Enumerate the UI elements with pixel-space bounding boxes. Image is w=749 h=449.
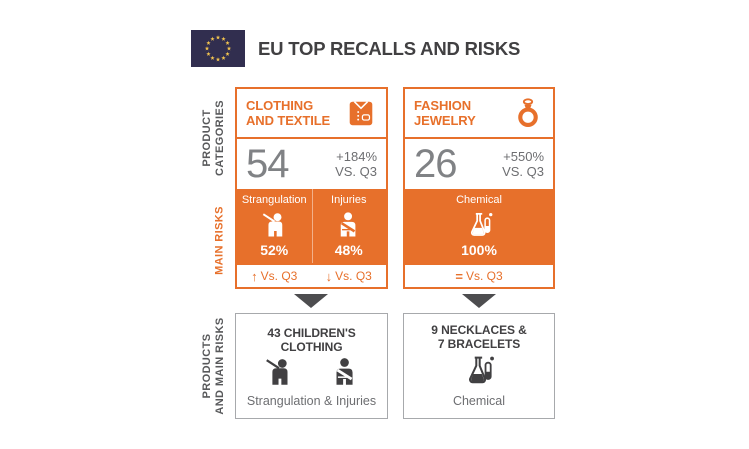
section-label-line: CATEGORIES — [214, 100, 226, 176]
product-card-necklaces-bracelets: 9 NECKLACES & 7 BRACELETS Chemical — [403, 313, 555, 419]
risk-percent: 52% — [260, 242, 289, 258]
trend-equal-icon: = — [455, 268, 463, 284]
category-title-line: FASHION — [414, 98, 472, 113]
recall-change: +184% VS. Q3 — [335, 149, 377, 179]
section-label-line: PRODUCTS — [201, 333, 213, 399]
chemical-flask-icon — [461, 353, 497, 392]
risk-column-divider — [311, 189, 313, 263]
injured-person-icon — [333, 208, 364, 241]
risk-percent: 48% — [334, 242, 363, 258]
section-label-products-and-main-risks: PRODUCTS AND MAIN RISKS — [201, 301, 227, 431]
eu-flag-icon — [191, 30, 245, 67]
section-label-line: PRODUCT — [201, 109, 213, 167]
down-arrow-icon — [462, 294, 496, 308]
change-percent: +184% — [336, 149, 377, 164]
change-period: VS. Q3 — [335, 164, 377, 179]
strangulation-person-icon — [259, 208, 290, 241]
recall-count: 54 — [246, 141, 289, 186]
trend-label: Vs. Q3 — [465, 269, 503, 283]
trend-footer: = Vs. Q3 — [405, 263, 553, 287]
category-header: CLOTHING AND TEXTILE — [237, 89, 386, 139]
product-title: 9 NECKLACES & 7 BRACELETS — [431, 323, 526, 351]
category-title-line: JEWELRY — [414, 113, 476, 128]
change-period: VS. Q3 — [502, 164, 544, 179]
product-risk-caption: Strangulation & Injuries — [246, 394, 377, 408]
risk-label: Strangulation — [241, 194, 307, 206]
product-risk-caption: Chemical — [452, 394, 506, 408]
risk-chemical: Chemical 100% — [405, 189, 553, 263]
risk-percent: 100% — [461, 242, 497, 258]
risk-injuries: Injuries 48% — [312, 189, 387, 263]
trend-chemical: = Vs. Q3 — [405, 269, 553, 284]
risk-label: Injuries — [331, 194, 367, 206]
product-card-childrens-clothing: 43 CHILDREN'S CLOTHING Strangulation & I… — [235, 313, 388, 419]
product-risk-icons — [461, 351, 497, 394]
recall-count-row: 26 +550% VS. Q3 — [405, 139, 553, 189]
category-header: FASHION JEWELRY — [405, 89, 553, 139]
trend-up-icon: ↑ — [251, 268, 258, 284]
recall-change: +550% VS. Q3 — [502, 149, 544, 179]
page-title: EU TOP RECALLS AND RISKS — [258, 37, 521, 59]
product-title: 43 CHILDREN'S CLOTHING — [267, 326, 356, 354]
main-risks-panel: Strangulation 52% Injuries 48% — [237, 189, 386, 263]
trend-down-icon: ↓ — [325, 268, 333, 284]
section-label-product-categories: PRODUCT CATEGORIES — [201, 78, 227, 198]
category-card-fashion-jewelry: FASHION JEWELRY 26 +550% VS. Q3 Chemical — [403, 87, 555, 289]
trend-label: Vs. Q3 — [335, 269, 372, 283]
category-title: FASHION JEWELRY — [414, 98, 476, 128]
category-title-line: CLOTHING — [246, 98, 314, 113]
trend-footer: ↑ Vs. Q3 ↓ Vs. Q3 — [237, 263, 386, 287]
recall-count-row: 54 +184% VS. Q3 — [237, 139, 386, 189]
trend-strangulation: ↑ Vs. Q3 — [237, 269, 312, 284]
shirt-icon — [349, 101, 373, 126]
ring-icon — [518, 98, 538, 128]
trend-injuries: ↓ Vs. Q3 — [312, 269, 387, 284]
category-title: CLOTHING AND TEXTILE — [246, 98, 330, 128]
trend-label: Vs. Q3 — [260, 269, 298, 283]
product-title-line: 9 NECKLACES & — [431, 323, 527, 337]
category-card-clothing-textile: CLOTHING AND TEXTILE 54 +184% VS. Q3 St — [235, 87, 388, 289]
main-risks-panel: Chemical 100% — [405, 189, 553, 263]
chemical-flask-icon — [464, 208, 495, 241]
change-percent: +550% — [503, 149, 544, 164]
risk-label: Chemical — [456, 194, 502, 206]
product-risk-icons — [262, 354, 362, 394]
category-title-line: AND TEXTILE — [246, 113, 331, 128]
product-title-line: 7 BRACELETS — [437, 337, 521, 351]
section-label-line: AND MAIN RISKS — [214, 317, 226, 415]
strangulation-person-icon — [262, 355, 296, 393]
recall-count: 26 — [414, 141, 457, 186]
injured-person-icon — [328, 355, 362, 393]
section-label-main-risks: MAIN RISKS — [213, 206, 226, 275]
risk-strangulation: Strangulation 52% — [237, 189, 312, 263]
down-arrow-icon — [294, 294, 328, 308]
